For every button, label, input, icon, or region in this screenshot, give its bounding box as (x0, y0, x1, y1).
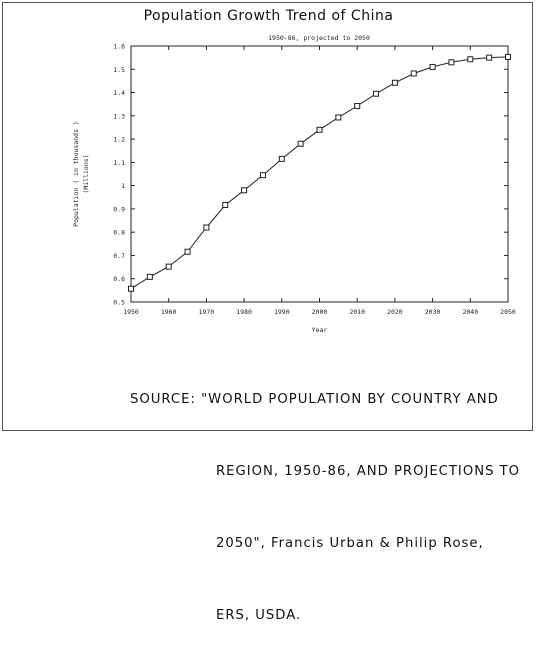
source-citation: SOURCE: "WORLD POPULATION BY COUNTRY AND… (130, 340, 520, 652)
y-tick-label: 0.8 (113, 229, 125, 237)
y-tick-label: 1.3 (113, 112, 125, 120)
chart-title: Population Growth Trend of China (143, 8, 394, 24)
x-tick-label: 2000 (312, 308, 328, 316)
data-point-2010 (354, 103, 361, 110)
data-point-2045 (486, 54, 493, 61)
x-tick-label: 2030 (425, 308, 441, 316)
data-point-1960 (165, 263, 172, 270)
data-point-2025 (410, 70, 417, 77)
y-tick-label: 1.6 (113, 43, 125, 51)
y-axis-label-line-1: Population ( in thousands ) (72, 121, 80, 227)
data-point-2020 (391, 79, 398, 86)
y-tick-label: 0.9 (113, 205, 125, 213)
y-tick-label: 1.4 (113, 89, 125, 97)
y-tick-label: 1.2 (113, 136, 125, 144)
data-point-2035 (448, 59, 455, 66)
data-point-1970 (203, 224, 210, 231)
data-point-1990 (278, 155, 285, 162)
data-point-2040 (467, 56, 474, 63)
data-point-1995 (297, 140, 304, 147)
chart-subtitle: 1950-86, projected to 2050 (268, 34, 370, 42)
y-tick-label: 1.5 (113, 66, 125, 74)
source-line-4: ERS, USDA. (216, 608, 302, 623)
data-point-2050 (505, 53, 511, 60)
data-point-1950 (128, 285, 134, 292)
x-tick-label: 1960 (161, 308, 177, 316)
x-tick-label: 1970 (199, 308, 215, 316)
data-point-1985 (259, 172, 266, 179)
data-point-2015 (373, 90, 380, 97)
data-point-2000 (316, 126, 323, 133)
data-point-1975 (222, 201, 229, 208)
y-axis-label-line-2: (Millions) (82, 154, 90, 193)
x-tick-label: 1950 (123, 308, 139, 316)
x-tick-label: 1990 (274, 308, 290, 316)
data-point-2030 (429, 63, 436, 70)
x-axis-label: Year (312, 326, 328, 334)
x-tick-label: 2050 (500, 308, 516, 316)
data-point-2005 (335, 114, 342, 121)
data-point-1980 (241, 187, 248, 194)
x-tick-label: 2020 (387, 308, 403, 316)
y-tick-label: 1.1 (113, 159, 125, 167)
source-line-2: REGION, 1950-86, AND PROJECTIONS TO (216, 464, 521, 479)
y-tick-label: 0.6 (113, 275, 125, 283)
y-tick-label: 1 (121, 182, 125, 190)
chart-plot: 1950-86, projected to 2050 1950 1960 1970 19… (72, 34, 516, 334)
x-tick-label: 2010 (349, 308, 365, 316)
y-tick-label: 0.7 (113, 252, 125, 260)
y-tick-label: 0.5 (113, 299, 125, 307)
data-point-1965 (184, 248, 191, 255)
x-tick-label: 1980 (236, 308, 252, 316)
figure-frame (2, 2, 533, 431)
source-line-3: 2050", Francis Urban & Philip Rose, (216, 536, 484, 551)
source-line-1: SOURCE: "WORLD POPULATION BY COUNTRY AND (130, 392, 499, 407)
plot-frame (130, 45, 509, 303)
data-point-1955 (146, 273, 153, 280)
x-tick-label: 2040 (462, 308, 478, 316)
